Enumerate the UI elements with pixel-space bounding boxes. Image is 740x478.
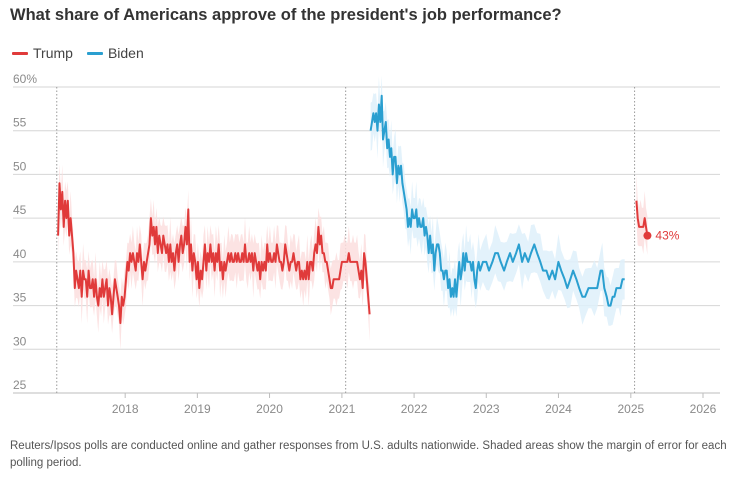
y-tick-label: 25 xyxy=(13,378,27,392)
x-tick-label: 2024 xyxy=(545,402,572,416)
x-tick-label: 2021 xyxy=(329,402,356,416)
y-tick-label: 30 xyxy=(13,334,27,348)
y-tick-label: 35 xyxy=(13,291,27,305)
margin-band-biden xyxy=(370,75,625,326)
series-line-trump xyxy=(57,182,371,325)
y-tick-label: 50 xyxy=(13,159,27,173)
grid-layer xyxy=(13,86,720,398)
end-value-dot xyxy=(643,231,652,240)
legend-item-biden: Biden xyxy=(86,45,144,61)
x-tick-label: 2026 xyxy=(690,402,717,416)
legend-label-biden: Biden xyxy=(107,45,144,61)
y-tick-label: 55 xyxy=(13,116,27,130)
y-tick-label: 40 xyxy=(13,247,27,261)
legend-label-trump: Trump xyxy=(33,45,73,61)
chart-title: What share of Americans approve of the p… xyxy=(10,6,562,24)
x-tick-label: 2022 xyxy=(401,402,428,416)
series-line-layer xyxy=(57,94,652,325)
chart-legend: Trump Biden xyxy=(12,45,158,61)
end-value-label: 43% xyxy=(655,229,679,243)
x-tick-label: 2018 xyxy=(112,402,139,416)
legend-item-trump: Trump xyxy=(12,45,73,61)
legend-swatch-biden xyxy=(86,51,103,55)
label-layer: 60% 55 50 45 40 35 30 25 2018 2019 2020 2021 2022 202… xyxy=(13,72,717,416)
series-line-trump xyxy=(635,200,649,236)
footnote: Reuters/Ipsos polls are conducted online… xyxy=(10,440,727,469)
x-tick-label: 2020 xyxy=(256,402,283,416)
y-tick-label: 60% xyxy=(13,72,37,86)
approval-line-chart: 60% 55 50 45 40 35 30 25 2018 2019 2020 2021 2022 202… xyxy=(13,72,720,416)
x-tick-label: 2019 xyxy=(184,402,211,416)
series-line-biden xyxy=(369,94,625,307)
margin-band-layer xyxy=(58,75,648,351)
x-tick-label: 2025 xyxy=(617,402,644,416)
x-tick-label: 2023 xyxy=(473,402,500,416)
y-tick-label: 45 xyxy=(13,203,27,217)
legend-swatch-trump xyxy=(12,51,28,55)
